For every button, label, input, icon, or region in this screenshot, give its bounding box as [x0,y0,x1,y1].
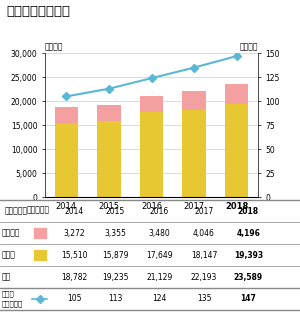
Text: （万件）: （万件） [239,43,258,52]
Text: 3,355: 3,355 [104,229,126,238]
Bar [55,107,78,123]
Text: 23,589: 23,589 [234,273,263,281]
Bar [97,121,121,197]
Bar [140,112,163,197]
Text: （年度末）: （年度末） [4,207,28,216]
Text: （億円）: （億円） [45,43,64,52]
Text: （右目盛）: （右目盛） [2,300,23,307]
Text: 口座数: 口座数 [2,291,14,297]
Bar [225,84,248,104]
Text: 2017: 2017 [194,207,214,216]
Text: 19,235: 19,235 [102,273,128,281]
Text: 18,782: 18,782 [61,273,87,281]
Text: 2018: 2018 [238,207,259,216]
Text: 合計: 合計 [2,273,11,281]
Text: 17,649: 17,649 [146,251,173,259]
Bar [140,96,163,112]
Text: 22,193: 22,193 [191,273,217,281]
Bar [55,123,78,197]
Bar [33,227,46,239]
Text: 147: 147 [241,295,256,303]
Text: 124: 124 [152,295,167,303]
Text: 105: 105 [67,295,82,303]
Bar [182,110,206,197]
Text: 4,196: 4,196 [236,229,260,238]
Text: 21,129: 21,129 [146,273,173,281]
Text: 預金残高・口座数: 預金残高・口座数 [6,5,70,18]
Text: 15,879: 15,879 [102,251,128,259]
Bar [33,249,46,261]
Text: （年度末）: （年度末） [27,205,50,214]
Text: 113: 113 [108,295,122,303]
Text: 2014: 2014 [64,207,84,216]
Text: 円預金: 円預金 [2,251,15,259]
Text: 19,393: 19,393 [234,251,263,259]
Bar [225,104,248,197]
Text: 15,510: 15,510 [61,251,88,259]
Text: 2016: 2016 [150,207,169,216]
Text: 3,480: 3,480 [149,229,170,238]
Text: 135: 135 [197,295,211,303]
Text: 4,046: 4,046 [193,229,215,238]
Bar [182,91,206,110]
Text: 18,147: 18,147 [191,251,217,259]
Text: 3,272: 3,272 [63,229,85,238]
Bar [97,105,121,121]
Text: 2015: 2015 [106,207,125,216]
Text: 外貨預金: 外貨預金 [2,229,20,238]
